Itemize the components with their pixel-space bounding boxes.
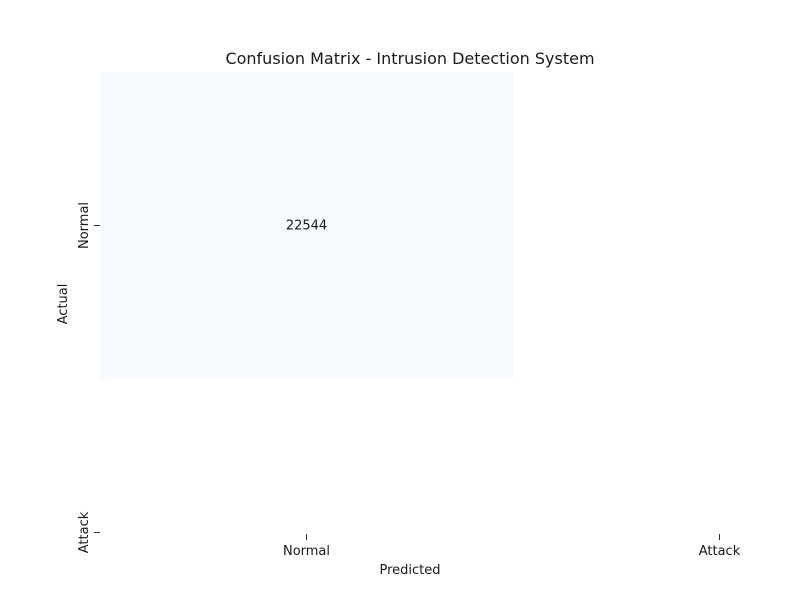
y-axis-label: Actual bbox=[56, 284, 71, 325]
cell-value-label-normal-normal: 22544 bbox=[286, 219, 327, 234]
x-tick-label-attack: Attack bbox=[699, 544, 741, 559]
chart-title: Confusion Matrix - Intrusion Detection S… bbox=[225, 49, 594, 68]
y-tick-label-attack: Attack bbox=[77, 511, 92, 553]
x-tick-label-normal: Normal bbox=[283, 544, 330, 559]
heatmap-cell-normal-normal bbox=[100, 72, 513, 379]
y-tick-label-normal: Normal bbox=[77, 202, 92, 249]
x-axis-label: Predicted bbox=[379, 563, 440, 578]
